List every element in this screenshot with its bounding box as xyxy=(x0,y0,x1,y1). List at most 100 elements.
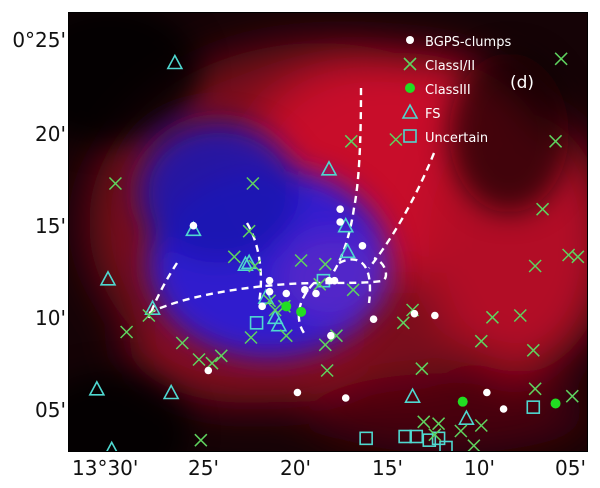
fs-marker xyxy=(162,383,180,400)
fs-marker xyxy=(270,315,288,332)
uncertain-marker xyxy=(422,433,437,447)
class-i-ii-marker xyxy=(474,418,488,433)
uncertain-marker xyxy=(359,431,373,446)
class-i-ii-marker xyxy=(396,316,410,330)
class-i-ii-marker xyxy=(565,389,579,403)
class-iii-marker xyxy=(550,398,561,409)
uncertain-marker xyxy=(409,429,424,444)
class-i-ii-marker xyxy=(554,52,568,66)
fs-marker xyxy=(320,160,338,176)
uncertain-marker xyxy=(526,400,541,414)
legend-label: BGPS-clumps xyxy=(425,34,512,50)
fs-marker xyxy=(240,253,258,270)
class-i-ii-marker xyxy=(294,253,308,268)
class-i-ii-marker xyxy=(142,308,156,323)
y-tick-label: 10' xyxy=(35,306,66,330)
y-tick-label: 15' xyxy=(35,214,66,238)
class-i-ii-marker xyxy=(214,349,228,363)
bgps-clump-marker xyxy=(265,276,274,285)
bgps-clump-marker xyxy=(325,276,333,285)
class-i-ii-marker xyxy=(528,259,542,273)
x-tick-label: 13°30' xyxy=(72,456,139,480)
fs-marker xyxy=(237,255,254,271)
bgps-clump-marker xyxy=(327,331,335,340)
class-i-ii-marker xyxy=(513,308,527,323)
class-i-ii-marker xyxy=(175,336,189,350)
class-i-ii-marker xyxy=(415,362,429,376)
filament-5 xyxy=(338,258,372,304)
bgps-clump-marker xyxy=(258,302,266,311)
class-iii-marker xyxy=(296,306,307,317)
class-i-ii-marker xyxy=(227,250,241,264)
y-tick-label: 05' xyxy=(35,398,66,422)
legend-label: ClassI/II xyxy=(425,58,476,74)
class-i-ii-marker xyxy=(268,303,282,317)
class-i-ii-marker xyxy=(428,428,442,442)
sky-map xyxy=(69,13,587,451)
class-i-ii-marker xyxy=(454,424,468,438)
class-i-ii-marker xyxy=(244,330,258,345)
class-i-ii-marker xyxy=(417,415,431,429)
class-i-ii-marker xyxy=(108,176,122,191)
bgps-clump-marker xyxy=(204,366,213,375)
filament-6 xyxy=(147,262,179,319)
legend-label: ClassIII xyxy=(425,82,471,98)
legend-label: Uncertain xyxy=(425,130,489,146)
fs-marker xyxy=(185,220,202,237)
bgps-clump-marker xyxy=(358,242,367,250)
fs-marker xyxy=(458,409,475,425)
x-mark-icon xyxy=(395,55,425,77)
class-i-ii-marker xyxy=(389,132,403,147)
uncertain-marker xyxy=(249,316,264,330)
class-i-ii-marker xyxy=(279,329,293,343)
background-emission xyxy=(69,13,587,451)
x-tick-label: 20' xyxy=(280,456,311,480)
filled-circle-icon xyxy=(395,33,425,51)
class-i-ii-marker xyxy=(526,343,540,357)
class-i-ii-marker xyxy=(120,325,134,339)
fs-marker xyxy=(339,242,356,259)
legend-label: FS xyxy=(425,106,441,122)
fs-marker xyxy=(144,299,161,315)
class-i-ii-marker xyxy=(344,134,358,148)
fs-marker xyxy=(106,440,118,451)
square-icon xyxy=(395,128,425,148)
class-i-ii-marker xyxy=(467,439,481,451)
uncertain-marker xyxy=(398,429,412,444)
uncertain-marker xyxy=(439,440,453,451)
class-i-ii-marker xyxy=(242,224,256,238)
legend-item-class12: ClassI/II xyxy=(395,54,511,78)
y-tick-label: 20' xyxy=(35,122,66,146)
class-i-ii-marker xyxy=(318,338,332,352)
class-i-ii-marker xyxy=(485,310,499,324)
uncertain-marker xyxy=(431,431,446,446)
class-i-ii-marker xyxy=(194,433,208,447)
fs-marker xyxy=(404,387,421,403)
image-frame xyxy=(68,12,588,452)
fs-marker xyxy=(88,380,106,396)
bgps-clump-marker xyxy=(265,287,274,296)
class-i-ii-marker xyxy=(549,134,563,148)
bgps-clump-marker xyxy=(369,315,378,323)
fs-marker xyxy=(166,53,184,70)
bgps-clump-marker xyxy=(330,276,339,285)
filament-7 xyxy=(245,222,263,304)
class-i-ii-marker xyxy=(313,277,327,291)
x-tick-label: 15' xyxy=(372,456,403,480)
bgps-clump-marker xyxy=(431,311,439,320)
legend-item-uncertain: Uncertain xyxy=(395,126,511,150)
class-i-ii-marker xyxy=(318,257,332,271)
x-tick-label: 10' xyxy=(464,456,495,480)
bgps-clump-marker xyxy=(293,388,302,397)
panel-label: (d) xyxy=(510,73,535,93)
x-tick-label: 25' xyxy=(188,456,219,480)
bgps-clump-marker xyxy=(336,205,344,213)
legend-item-bgps: BGPS-clumps xyxy=(395,30,511,54)
filled-circle-icon xyxy=(395,81,425,99)
class-i-ii-marker xyxy=(248,259,262,273)
class-i-ii-marker xyxy=(246,176,260,191)
triangle-icon xyxy=(395,103,425,125)
class-iii-marker xyxy=(281,301,292,312)
x-tick-label: 05' xyxy=(555,456,586,480)
fs-marker xyxy=(99,270,117,286)
